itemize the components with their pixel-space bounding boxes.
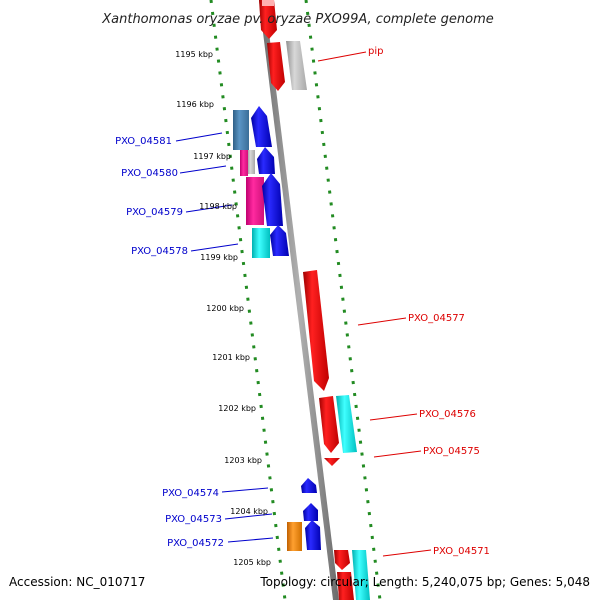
gene-arrow-red-04571-b — [337, 572, 354, 600]
kbp-tick-labels: 1195 kbp 1196 kbp 1197 kbp 1198 kbp 1199… — [175, 50, 271, 567]
gene-arrow-pip-red — [267, 42, 285, 91]
tick-label: 1196 kbp — [176, 100, 214, 109]
gene-labels-right: pip PXO_04577 PXO_04576 PXO_04575 PXO_04… — [368, 46, 490, 557]
tick-label: 1199 kbp — [200, 253, 238, 262]
gene-arrow-blue-04573 — [303, 503, 318, 521]
gene-label: PXO_04573 — [165, 514, 222, 525]
gene-arrow-blue-1 — [251, 106, 272, 147]
tick-label: 1203 kbp — [224, 456, 262, 465]
gene-arrow-blue-04574 — [301, 478, 317, 493]
tick-label: 1197 kbp — [193, 152, 231, 161]
tick-label: 1195 kbp — [175, 50, 213, 59]
gene-box-orange-04572 — [287, 522, 302, 551]
genome-title: Xanthomonas oryzae pv. oryzae PXO99A, co… — [101, 12, 494, 27]
gene-label: PXO_04575 — [423, 446, 480, 457]
gene-labels-left: PXO_04581 PXO_04580 PXO_04579 PXO_04578 … — [115, 136, 224, 549]
gene-features — [233, 0, 370, 600]
topology-text: Topology: circular; Length: 5,240,075 bp… — [259, 575, 590, 589]
genome-backbone — [259, 0, 339, 600]
gene-arrow-top-red — [259, 0, 277, 39]
gene-arrow-blue-4 — [270, 225, 289, 256]
gene-arrow-blue-3 — [262, 173, 283, 226]
gene-arrow-red-04575 — [324, 458, 340, 466]
gene-arrow-cyan-04576 — [336, 395, 357, 453]
gene-label: PXO_04576 — [419, 409, 476, 420]
gene-label: PXO_04578 — [131, 246, 188, 257]
gene-arrow-cyan-04571 — [352, 550, 370, 600]
gene-arrow-blue-04572 — [305, 520, 321, 550]
gene-label: PXO_04574 — [162, 488, 219, 499]
tick-label: 1201 kbp — [212, 353, 250, 362]
gene-box-silver-small — [247, 150, 255, 174]
gene-arrow-blue-2 — [257, 147, 275, 174]
gene-arrow-pip-silver — [286, 41, 307, 90]
gene-box-steelblue — [233, 110, 249, 150]
gene-arrow-red-04576 — [319, 396, 339, 453]
gene-arrow-top-pink — [262, 0, 274, 6]
gene-box-pink — [246, 177, 264, 225]
gene-box-pink-small — [240, 150, 248, 176]
accession-text: Accession: NC_010717 — [9, 575, 145, 589]
gene-arrow-red-04571 — [334, 550, 350, 570]
tick-label: 1198 kbp — [199, 202, 237, 211]
gene-label: PXO_04571 — [433, 546, 490, 557]
tick-label: 1204 kbp — [230, 507, 268, 516]
tick-label: 1202 kbp — [218, 404, 256, 413]
gene-arrow-red-04577 — [303, 270, 329, 391]
gene-label: PXO_04579 — [126, 207, 183, 218]
tick-label: 1205 kbp — [233, 558, 271, 567]
tick-dot-guides — [209, 0, 382, 600]
label-connectors — [175, 51, 432, 557]
gene-box-cyan — [252, 228, 270, 258]
gene-label: pip — [368, 46, 383, 57]
gene-label: PXO_04572 — [167, 538, 224, 549]
gene-label: PXO_04581 — [115, 136, 172, 147]
tick-label: 1200 kbp — [206, 304, 244, 313]
gene-label: PXO_04580 — [121, 168, 178, 179]
gene-label: PXO_04577 — [408, 313, 465, 324]
